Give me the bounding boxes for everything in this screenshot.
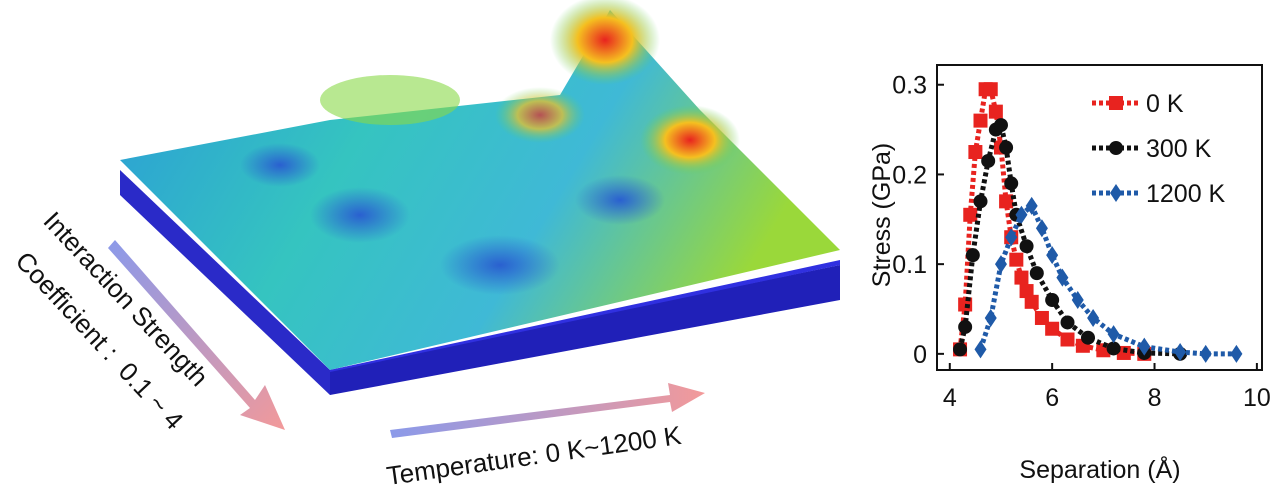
legend-marker: [1110, 184, 1122, 202]
data-point: [1045, 321, 1060, 336]
data-point: [1019, 239, 1034, 254]
data-point: [953, 342, 968, 357]
data-point: [999, 140, 1014, 155]
data-point: [1034, 310, 1049, 325]
x-tick-label: 6: [1045, 384, 1059, 412]
data-point: [1035, 219, 1048, 238]
data-point: [963, 207, 978, 222]
data-point: [965, 248, 980, 263]
data-point: [958, 319, 973, 334]
y-tick-label: 0.1: [892, 251, 927, 279]
data-point: [984, 308, 997, 327]
data-point: [1045, 293, 1060, 308]
y-axis-label: Stress (GPa): [868, 143, 896, 287]
data-point: [1029, 266, 1044, 281]
data-point: [1004, 176, 1019, 191]
data-point: [1056, 268, 1069, 287]
data-point: [1199, 344, 1212, 363]
data-point: [1024, 294, 1039, 309]
data-point: [968, 145, 983, 160]
legend-label: 1200 K: [1146, 180, 1226, 208]
data-point: [993, 118, 1008, 133]
data-point: [983, 82, 998, 97]
x-tick-label: 10: [1243, 384, 1271, 412]
x-tick-label: 8: [1148, 384, 1162, 412]
data-point: [973, 113, 988, 128]
data-point: [1138, 337, 1151, 356]
data-point: [1060, 315, 1075, 330]
data-point: [1174, 343, 1187, 362]
data-point: [1015, 205, 1028, 224]
data-point: [1107, 325, 1120, 344]
data-point: [1106, 341, 1121, 356]
data-point: [1019, 284, 1034, 299]
legend-marker: [1109, 141, 1123, 155]
data-point: [1046, 246, 1059, 265]
y-tick-label: 0: [913, 341, 927, 369]
data-point: [974, 340, 987, 359]
data-point: [1080, 330, 1095, 345]
plot-frame: [936, 64, 1263, 371]
data-point: [994, 255, 1007, 274]
data-point: [973, 194, 988, 209]
data-point: [1014, 270, 1029, 285]
legend-label: 300 K: [1146, 135, 1212, 163]
legend-label: 0 K: [1146, 90, 1184, 118]
series-line: [978, 201, 1237, 357]
y-tick-label: 0.3: [892, 72, 927, 100]
y-tick-label: 0.2: [892, 161, 927, 189]
data-point: [1009, 252, 1024, 267]
x-tick-label: 4: [943, 384, 957, 412]
data-point: [1005, 228, 1018, 247]
illustration: [108, 0, 840, 438]
data-point: [1071, 291, 1084, 310]
data-point: [1230, 344, 1243, 363]
legend-marker: [1109, 96, 1123, 110]
data-point: [1025, 196, 1038, 215]
data-point: [981, 153, 996, 168]
data-point: [1060, 332, 1075, 347]
data-point: [1087, 308, 1100, 327]
data-point: [988, 104, 1003, 119]
data-point: [999, 194, 1014, 209]
series-line: [957, 86, 1145, 357]
x-axis-label: Separation (Å): [1019, 454, 1180, 484]
